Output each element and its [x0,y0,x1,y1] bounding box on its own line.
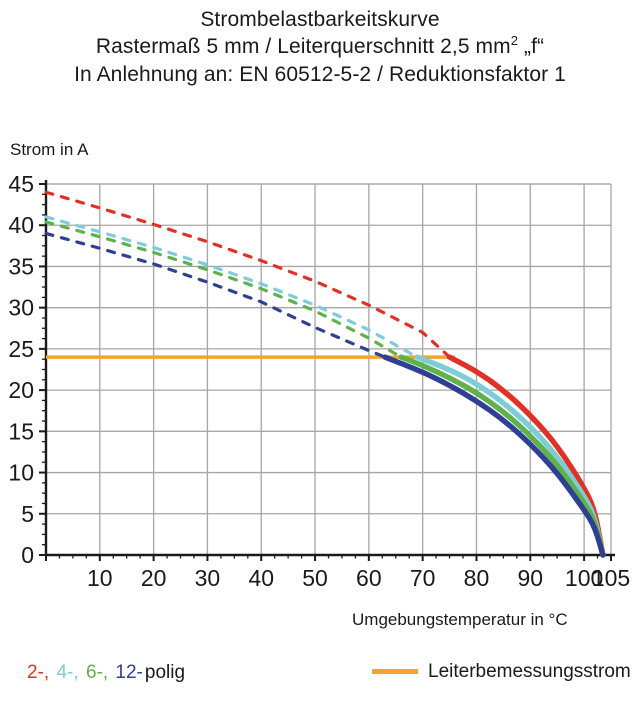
x-axis-label: Umgebungstemperatur in °C [352,610,568,629]
x-tick-label: 70 [410,565,436,590]
plot-area: 0 5 10 15 20 25 30 35 40 45 10 20 30 40 50 60 70 80 90 100 1… [0,170,640,590]
title-line-3: In Anlehnung an: EN 60512-5-2 / Reduktio… [74,62,566,86]
x-tick-label: 100 [565,565,603,590]
x-tick-label: 20 [141,565,167,590]
series-line-dashed [44,190,452,359]
x-tick-label: 60 [356,565,382,590]
x-tick-label: 10 [87,565,113,590]
x-tick-label: 105 [592,565,630,590]
series-line-solid [398,354,606,558]
x-tick-label: 40 [248,565,274,590]
x-tick-label: 90 [517,565,543,590]
legend-item-4-polig: 4-, [56,662,79,683]
title-line-2: Rastermaß 5 mm / Leiterquerschnitt 2,5 m… [0,33,640,60]
legend-rated-current: Leiterbemessungsstrom [372,662,631,681]
series-line-solid [382,354,606,558]
y-tick-label: 40 [8,212,34,238]
series-line-solid [414,354,606,558]
chart-legend: 2-, 4-, 6-, 12- polig Leiterbemessungsstr… [0,662,640,702]
title-line-2-text: Rastermaß 5 mm / Leiterquerschnitt 2,5 m… [95,35,511,59]
y-tick-label: 5 [21,501,34,527]
y-tick-label: 10 [8,460,34,486]
chart-title-block: Strombelastbarkeitskurve Rastermaß 5 mm … [0,0,640,88]
y-tick-label: 35 [8,253,34,279]
series-line-dashed [44,215,419,359]
y-tick-label: 15 [8,418,34,444]
x-tick-label: 80 [464,565,490,590]
chart-svg: 0 5 10 15 20 25 30 35 40 45 10 20 30 40 50 60 70 80 90 1001… [8,171,630,590]
legend-poles: 2-, 4-, 6-, 12- polig [27,662,187,684]
title-line-2-suffix: „f“ [518,35,545,59]
legend-item-6-polig: 6-, [85,662,109,683]
y-axis-label: Strom in A [10,140,89,159]
x-tick-label: 50 [302,565,328,590]
y-tick-label: 45 [8,171,34,197]
x-tick-label: 30 [195,565,221,590]
y-tick-label: 0 [21,542,34,568]
y-tick-label: 20 [8,377,34,403]
legend-rated-current-label: Leiterbemessungsstrom [428,661,631,682]
series-line-dashed [44,220,403,359]
legend-item-polig-suffix: polig [144,662,186,683]
orange-line-swatch-icon [372,669,418,674]
legend-item-12-polig: 12- [115,662,143,683]
title-line-1: Strombelastbarkeitskurve [200,8,440,31]
series-line-dashed [44,231,387,359]
y-tick-label: 30 [8,295,34,321]
title-line-2-superscript: 2 [510,33,519,49]
legend-item-2-polig: 2-, [27,662,50,683]
series-line-solid [446,354,606,558]
y-tick-label: 25 [8,336,34,362]
